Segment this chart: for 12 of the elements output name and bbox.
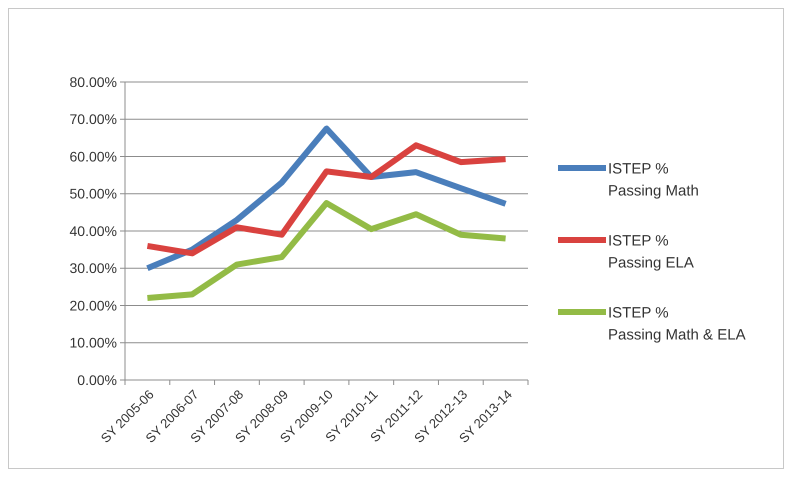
y-tick-label: 50.00% [70, 186, 117, 202]
y-tick-label: 10.00% [70, 334, 117, 351]
y-tick-label: 30.00% [70, 260, 117, 276]
legend-label: ISTEP % Passing Math & ELA [608, 304, 746, 344]
y-tick-label: 60.00% [70, 148, 117, 164]
y-tick-label: 70.00% [70, 111, 117, 128]
y-tick-label: 0.00% [77, 372, 117, 388]
y-tick-label: 20.00% [70, 297, 117, 314]
y-tick-label: 80.00% [70, 74, 117, 90]
legend-label: ISTEP % Passing ELA [608, 232, 694, 272]
legend-label: ISTEP % Passing Math [608, 160, 699, 200]
y-tick-label: 40.00% [70, 222, 117, 239]
